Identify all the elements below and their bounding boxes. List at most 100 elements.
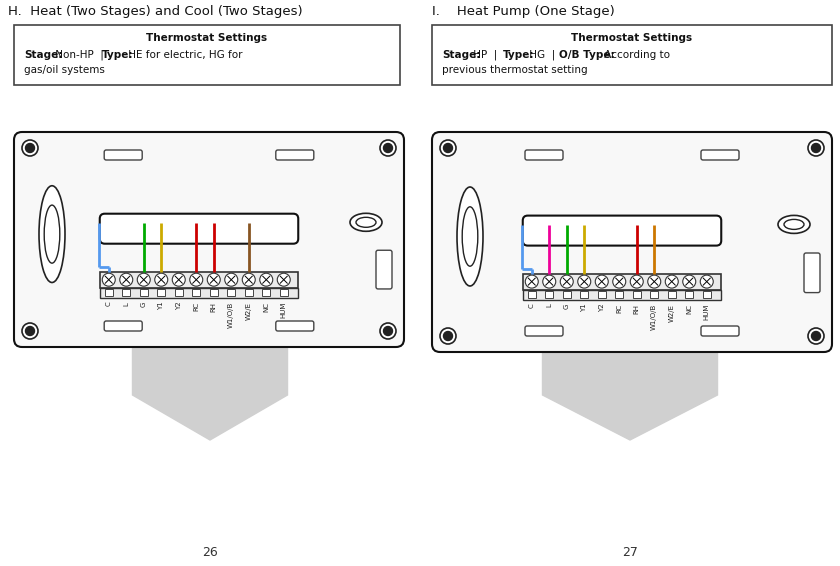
Bar: [685, 291, 693, 298]
FancyBboxPatch shape: [522, 216, 722, 246]
FancyBboxPatch shape: [701, 326, 739, 336]
Circle shape: [225, 273, 238, 286]
Text: Type:: Type:: [503, 50, 534, 60]
Circle shape: [137, 273, 150, 286]
Ellipse shape: [778, 216, 810, 233]
Ellipse shape: [784, 220, 804, 229]
Circle shape: [172, 273, 186, 286]
Circle shape: [630, 275, 643, 288]
FancyBboxPatch shape: [525, 326, 563, 336]
FancyBboxPatch shape: [104, 321, 142, 331]
Bar: [615, 291, 623, 298]
Circle shape: [596, 275, 608, 288]
Text: Stage:: Stage:: [442, 50, 480, 60]
Bar: [580, 291, 588, 298]
FancyBboxPatch shape: [276, 321, 314, 331]
Text: Y1: Y1: [158, 302, 165, 310]
Ellipse shape: [45, 205, 60, 263]
Bar: [650, 291, 659, 298]
Text: W1/O/B: W1/O/B: [651, 303, 657, 330]
Bar: [703, 291, 711, 298]
Bar: [139, 289, 148, 296]
Ellipse shape: [356, 217, 376, 228]
FancyBboxPatch shape: [804, 253, 820, 293]
Text: G: G: [141, 302, 147, 307]
Text: W1/O/B: W1/O/B: [228, 302, 234, 328]
Text: NC: NC: [686, 303, 692, 314]
Circle shape: [120, 273, 133, 286]
Text: Type:: Type:: [102, 50, 133, 60]
Circle shape: [440, 328, 456, 344]
Text: L: L: [123, 302, 129, 306]
Circle shape: [811, 332, 821, 341]
Bar: [432, 25, 832, 85]
Text: HE for electric, HG for: HE for electric, HG for: [124, 50, 242, 60]
Circle shape: [543, 275, 556, 288]
Circle shape: [444, 144, 453, 152]
Bar: [175, 289, 183, 296]
Bar: [280, 289, 288, 296]
Text: Y2: Y2: [599, 303, 605, 312]
Text: HP  |: HP |: [470, 50, 504, 60]
Text: W2/E: W2/E: [669, 303, 675, 321]
Circle shape: [277, 273, 291, 286]
Bar: [563, 291, 570, 298]
Text: RC: RC: [193, 302, 199, 311]
Text: I.    Heat Pump (One Stage): I. Heat Pump (One Stage): [432, 6, 615, 19]
Circle shape: [25, 144, 34, 152]
Bar: [210, 289, 218, 296]
Bar: [157, 289, 165, 296]
Text: According to: According to: [601, 50, 670, 60]
Text: RC: RC: [617, 303, 622, 313]
Text: HUM: HUM: [281, 302, 286, 318]
Text: 26: 26: [202, 547, 218, 560]
FancyBboxPatch shape: [100, 214, 298, 244]
Circle shape: [578, 275, 591, 288]
Bar: [545, 291, 554, 298]
FancyBboxPatch shape: [276, 150, 314, 160]
Text: L: L: [546, 303, 552, 307]
Ellipse shape: [462, 207, 478, 266]
Circle shape: [811, 144, 821, 152]
Text: HG  |: HG |: [526, 50, 562, 60]
Bar: [528, 291, 536, 298]
Circle shape: [612, 275, 626, 288]
Circle shape: [648, 275, 661, 288]
Circle shape: [683, 275, 696, 288]
Text: O/B Type:: O/B Type:: [559, 50, 615, 60]
Circle shape: [380, 323, 396, 339]
Text: G: G: [564, 303, 570, 309]
Circle shape: [22, 140, 38, 156]
Text: H.  Heat (Two Stages) and Cool (Two Stages): H. Heat (Two Stages) and Cool (Two Stage…: [8, 6, 302, 19]
Bar: [598, 291, 606, 298]
Circle shape: [155, 273, 168, 286]
Ellipse shape: [39, 186, 65, 282]
Bar: [14, 25, 400, 85]
Circle shape: [560, 275, 573, 288]
Bar: [633, 291, 641, 298]
Text: gas/oil systems: gas/oil systems: [24, 65, 105, 75]
FancyBboxPatch shape: [525, 150, 563, 160]
FancyBboxPatch shape: [14, 132, 404, 347]
Bar: [668, 291, 675, 298]
Bar: [100, 288, 298, 298]
FancyBboxPatch shape: [432, 132, 832, 352]
Text: W2/E: W2/E: [246, 302, 252, 320]
FancyBboxPatch shape: [701, 150, 739, 160]
Text: HUM: HUM: [704, 303, 710, 320]
Text: previous thermostat setting: previous thermostat setting: [442, 65, 588, 75]
Bar: [522, 290, 722, 299]
Circle shape: [525, 275, 538, 288]
Text: Thermostat Settings: Thermostat Settings: [146, 33, 268, 43]
Bar: [522, 273, 722, 290]
Circle shape: [207, 273, 220, 286]
FancyBboxPatch shape: [376, 250, 392, 289]
Circle shape: [384, 144, 392, 152]
Circle shape: [701, 275, 713, 288]
Bar: [192, 289, 200, 296]
Polygon shape: [133, 340, 287, 440]
Circle shape: [665, 275, 678, 288]
Circle shape: [380, 140, 396, 156]
Circle shape: [22, 323, 38, 339]
Text: NC: NC: [263, 302, 270, 312]
